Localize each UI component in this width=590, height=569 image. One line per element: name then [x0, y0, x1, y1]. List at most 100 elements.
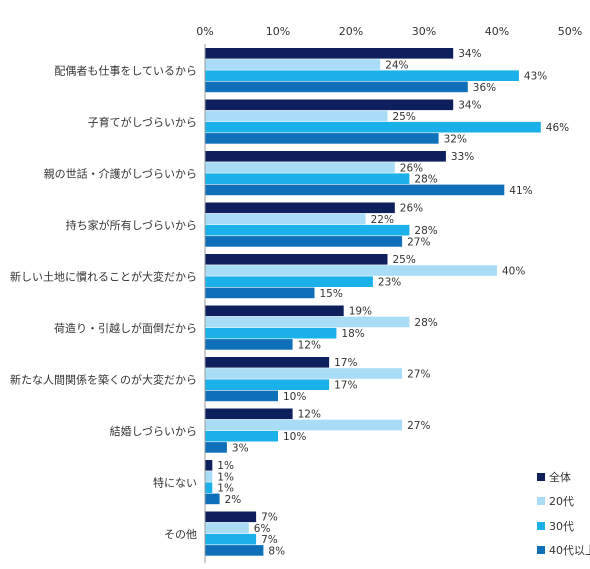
category-label: 新しい土地に慣れることが大変だから	[10, 269, 197, 283]
data-label: 28%	[414, 317, 437, 329]
bar	[205, 111, 388, 122]
bar	[205, 357, 329, 368]
legend-swatch	[537, 497, 545, 505]
category-label: その他	[164, 528, 197, 541]
bar	[205, 391, 278, 402]
bar	[205, 306, 344, 317]
bar	[205, 225, 409, 236]
data-label: 25%	[393, 254, 416, 266]
data-label: 25%	[393, 111, 416, 123]
bar	[205, 48, 453, 59]
data-label: 41%	[509, 185, 532, 197]
legend-entry: 全体	[549, 470, 571, 484]
data-label: 26%	[400, 162, 423, 174]
data-label: 33%	[451, 151, 474, 163]
data-label: 1%	[217, 471, 234, 483]
bar	[205, 534, 256, 545]
bar	[205, 442, 227, 453]
bar	[205, 214, 366, 225]
data-label: 46%	[546, 122, 569, 134]
bars	[205, 48, 541, 556]
data-label: 7%	[261, 512, 278, 524]
category-label: 持ち家が所有しづらいから	[66, 218, 197, 232]
legend-swatch	[537, 473, 545, 481]
bar	[205, 173, 409, 184]
bar	[205, 523, 249, 534]
bar	[205, 151, 446, 162]
bar	[205, 276, 373, 287]
data-label: 10%	[283, 431, 306, 443]
data-label: 24%	[385, 59, 408, 71]
data-label: 17%	[334, 357, 357, 369]
data-label: 23%	[378, 277, 401, 289]
category-label: 子育てがしづらいから	[88, 115, 197, 129]
bar	[205, 59, 380, 70]
bar	[205, 482, 212, 493]
x-tick-label: 0%	[196, 25, 213, 38]
bar	[205, 460, 212, 471]
legend-swatch	[537, 546, 545, 554]
data-label: 1%	[217, 460, 234, 472]
bar	[205, 133, 439, 144]
bar	[205, 368, 402, 379]
data-label: 15%	[320, 288, 343, 300]
bar	[205, 82, 468, 93]
data-label: 10%	[283, 391, 306, 403]
data-label: 27%	[407, 368, 430, 380]
bar	[205, 339, 293, 350]
data-label: 28%	[414, 225, 437, 237]
data-label: 40%	[502, 265, 525, 277]
bar	[205, 431, 278, 442]
data-label: 17%	[334, 380, 357, 392]
data-label: 27%	[407, 236, 430, 248]
data-label: 18%	[341, 328, 364, 340]
data-label: 28%	[414, 174, 437, 186]
data-label: 22%	[371, 214, 394, 226]
bar	[205, 420, 402, 431]
bar	[205, 254, 388, 265]
category-label: 親の世話・介護がしづらいから	[44, 166, 197, 180]
data-label: 12%	[298, 339, 321, 351]
bar	[205, 162, 395, 173]
category-label: 特にない	[153, 475, 197, 489]
category-labels: 配偶者も仕事をしているから子育てがしづらいから親の世話・介護がしづらいから持ち家…	[10, 64, 197, 541]
data-label: 3%	[232, 442, 249, 454]
bar	[205, 512, 256, 523]
legend-entry: 40代以上	[549, 544, 590, 557]
category-label: 荷造り・引越しが面倒だから	[54, 321, 197, 335]
legend-swatch	[537, 522, 545, 530]
data-label: 1%	[217, 483, 234, 495]
category-label: 結婚しづらいから	[110, 424, 197, 438]
x-tick-label: 30%	[412, 25, 436, 38]
data-label: 19%	[349, 306, 372, 318]
x-axis-ticks: 0% 10% 20% 30% 40% 50%	[196, 25, 582, 38]
legend-entry: 20代	[549, 495, 574, 508]
bar	[205, 236, 402, 247]
data-label: 6%	[254, 523, 271, 535]
bar	[205, 494, 220, 505]
data-label: 8%	[268, 545, 285, 557]
bar	[205, 317, 409, 328]
data-label: 27%	[407, 420, 430, 432]
bar	[205, 471, 212, 482]
bar	[205, 203, 395, 214]
legend: 全体 20代 30代 40代以上	[537, 470, 590, 557]
x-tick-label: 20%	[339, 25, 363, 38]
x-tick-label: 50%	[558, 25, 582, 38]
bar	[205, 379, 329, 390]
bar	[205, 265, 497, 276]
data-label: 2%	[225, 494, 242, 506]
bar	[205, 70, 519, 81]
data-label: 26%	[400, 203, 423, 215]
data-label: 12%	[298, 409, 321, 421]
data-label: 36%	[473, 82, 496, 94]
category-label: 新たな人間関係を築くのが大変だから	[10, 372, 197, 386]
bar	[205, 100, 453, 111]
legend-entry: 30代	[549, 520, 574, 533]
bar	[205, 545, 263, 556]
bar	[205, 185, 504, 196]
data-label: 43%	[524, 71, 547, 83]
bar	[205, 288, 315, 299]
bar	[205, 122, 541, 133]
category-label: 配偶者も仕事をしているから	[54, 64, 197, 77]
